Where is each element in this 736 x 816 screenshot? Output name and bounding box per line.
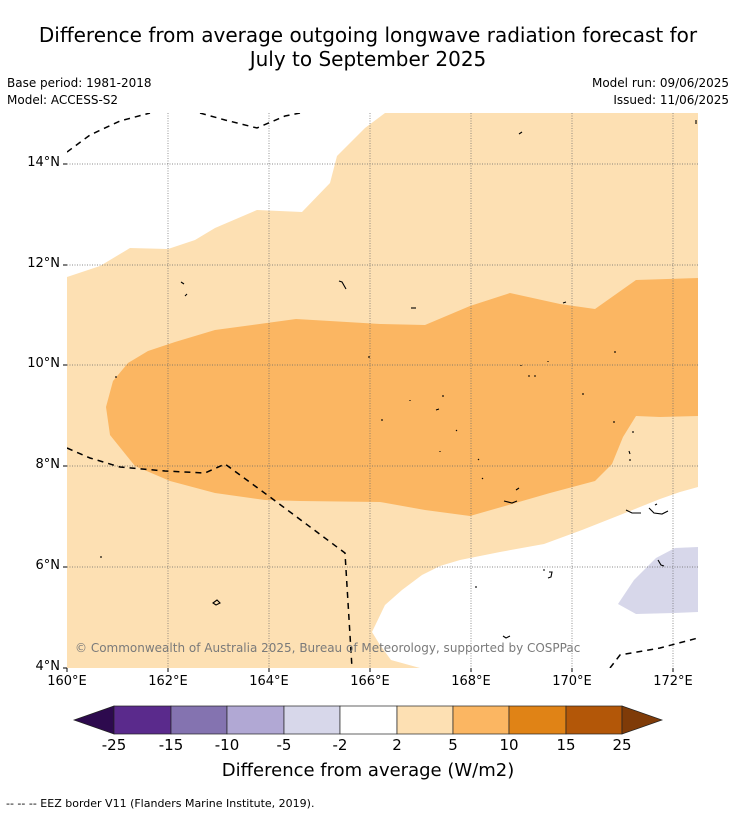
- colorbar-segment: [339, 705, 398, 735]
- eez-borders: [67, 113, 698, 668]
- colorbar-title: Difference from average (W/m2): [221, 760, 515, 781]
- colorbar-tick-label: -10: [214, 736, 240, 754]
- map-area: [67, 113, 698, 668]
- colorbar-arrow-right: [621, 705, 664, 735]
- colorbar-segment: [170, 705, 228, 735]
- model-run: Model run: 09/06/2025: [591, 76, 729, 90]
- colorbar-segment: [452, 705, 510, 735]
- lon-label: 160°E: [47, 674, 87, 689]
- lat-label: 12°N: [27, 256, 60, 271]
- colorbar-segment: [113, 705, 172, 735]
- lon-label: 164°E: [249, 674, 289, 689]
- contour-neg5-to-neg2: [618, 547, 698, 614]
- colorbar-tick-label: 5: [448, 736, 458, 754]
- colorbar: [72, 705, 664, 735]
- contour-5-to-10: [106, 278, 698, 516]
- colorbar-tick-label: -2: [332, 736, 348, 754]
- colorbar-segment: [226, 705, 285, 735]
- axis-ticks: [63, 163, 674, 672]
- lat-label: 14°N: [27, 155, 60, 170]
- colorbar-segment: [283, 705, 341, 735]
- islands: [100, 120, 697, 639]
- colorbar-tick-label: 10: [499, 736, 519, 754]
- lat-label: 10°N: [27, 356, 60, 371]
- lat-label: 6°N: [35, 558, 61, 573]
- colorbar-tick-label: 15: [556, 736, 576, 754]
- model-name: Model: ACCESS-S2: [7, 93, 119, 107]
- lon-label: 172°E: [653, 674, 693, 689]
- map-gridlines: [67, 113, 698, 668]
- colorbar-tick-label: -5: [276, 736, 292, 754]
- chart-title-line2: July to September 2025: [249, 47, 487, 71]
- colorbar-segment: [508, 705, 567, 735]
- base-period: Base period: 1981-2018: [7, 76, 152, 90]
- chart-title-line1: Difference from average outgoing longwav…: [38, 23, 698, 47]
- lat-label: 8°N: [35, 457, 61, 472]
- lon-label: 162°E: [148, 674, 188, 689]
- colorbar-arrow-left: [72, 705, 115, 735]
- colorbar-segment: [565, 705, 623, 735]
- colorbar-segment: [396, 705, 454, 735]
- lon-label: 166°E: [350, 674, 390, 689]
- colorbar-tick-label: -25: [101, 736, 127, 754]
- lon-label: 170°E: [552, 674, 592, 689]
- issued-date: Issued: 11/06/2025: [613, 93, 729, 107]
- eez-legend-footnote: -- -- -- EEZ border V11 (Flanders Marine…: [6, 797, 315, 810]
- colorbar-tick-label: 25: [612, 736, 632, 754]
- copyright-notice: © Commonwealth of Australia 2025, Bureau…: [75, 641, 581, 655]
- colorbar-tick-label: 2: [392, 736, 402, 754]
- colorbar-tick-label: -15: [158, 736, 184, 754]
- lon-label: 168°E: [451, 674, 491, 689]
- lat-label: 4°N: [35, 659, 61, 674]
